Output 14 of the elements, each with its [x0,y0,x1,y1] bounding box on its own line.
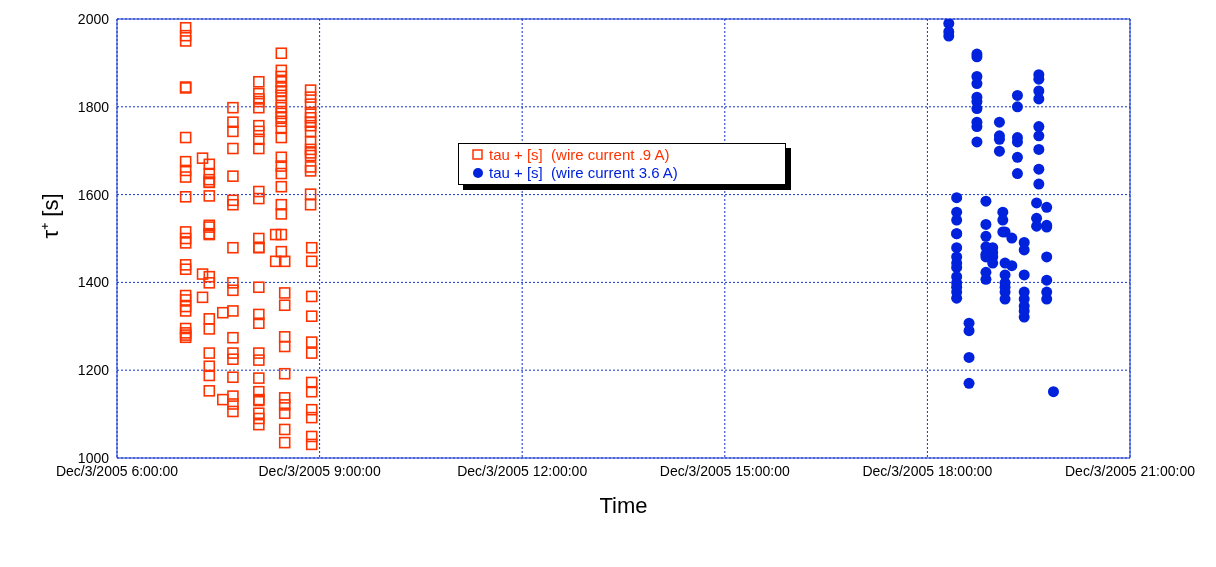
x-tick-label: Dec/3/2005 21:00:00 [1065,462,1196,479]
y-tick-label: 1800 [77,98,110,115]
legend-label: tau + [s] (wire current .9 A) [489,146,670,164]
x-tick-label: Dec/3/2005 9:00:00 [258,462,381,479]
y-tick-label: 1600 [77,186,110,203]
y-tick-label: 1200 [77,362,110,379]
x-tick-label: Dec/3/2005 15:00:00 [659,462,791,479]
y-tick-label: 2000 [77,10,110,27]
y-axis-title: τ⁺ [s] [37,193,63,239]
legend-label: tau + [s] (wire current 3.6 A) [489,164,678,182]
y-tick-label: 1400 [77,274,110,291]
x-axis-title: Time [599,493,648,518]
x-tick-label: Dec/3/2005 12:00:00 [457,462,588,479]
x-tick-label: Dec/3/2005 18:00:00 [862,462,993,479]
